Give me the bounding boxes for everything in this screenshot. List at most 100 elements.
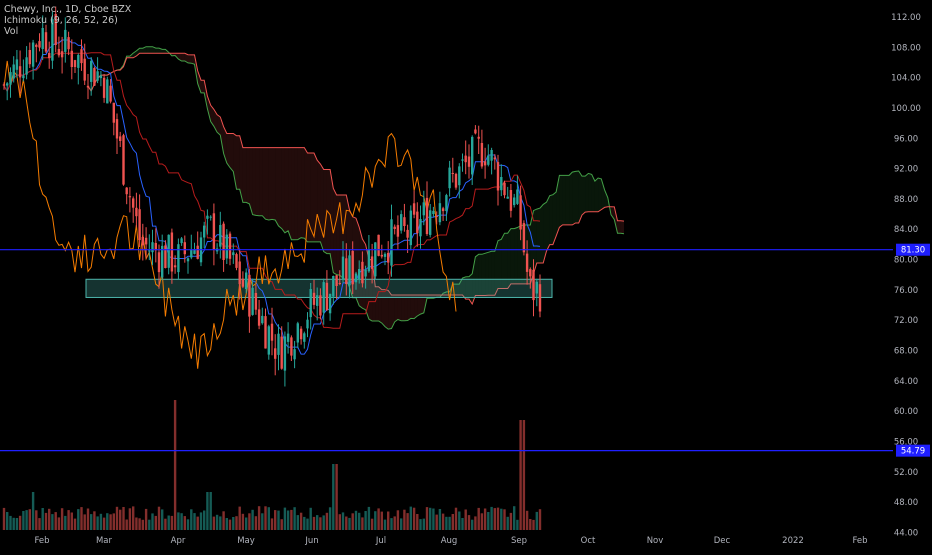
cloud-segment (381, 289, 385, 327)
candle-body (119, 136, 122, 141)
cloud-segment (510, 228, 515, 284)
price-tick-label: 64.00 (894, 377, 918, 387)
cloud-segment (604, 189, 608, 208)
cloud-segment (268, 147, 272, 220)
price-tick-label: 112.00 (891, 13, 921, 23)
cloud-segment (326, 169, 331, 254)
volume-bar (112, 513, 115, 530)
volume-bar (144, 508, 148, 530)
volume-bar (316, 515, 319, 530)
volume-bar (18, 515, 22, 530)
candle-body (31, 42, 35, 67)
cloud-segment (236, 135, 240, 190)
cloud-segment (475, 254, 479, 296)
volume-bar (477, 507, 480, 530)
volume-bar (206, 492, 209, 530)
cloud-segment (317, 160, 321, 242)
volume-bar (183, 516, 186, 530)
candle-body (86, 85, 90, 88)
cloud-segment (485, 252, 489, 296)
volume-bar (274, 510, 277, 530)
cloud-segment (417, 295, 421, 316)
candle-body (112, 102, 115, 123)
volume-bar (309, 507, 312, 530)
cloud-segment (184, 53, 188, 63)
candle-body (461, 159, 464, 161)
time-axis[interactable]: Feb Mar Apr May Jun Jul Aug Sep Oct Nov Dec 2022 Feb (34, 536, 867, 546)
cloud-segment (465, 276, 469, 300)
candle-body (448, 167, 451, 189)
candle-body (464, 155, 467, 163)
volume-bar (209, 492, 212, 530)
candle-body (354, 273, 358, 283)
volume-bar (390, 518, 393, 530)
candle-body (390, 219, 393, 266)
cloud-segment (333, 188, 337, 275)
volume-bar (6, 512, 9, 530)
cloud-segment (385, 289, 389, 330)
volume-bar (319, 517, 322, 530)
candle-body (319, 295, 322, 316)
volume-bar (422, 518, 425, 530)
volume-bar (361, 517, 364, 530)
volume-bar (109, 514, 112, 530)
volume-bar (132, 506, 135, 530)
volume-bar (99, 513, 103, 530)
candle-body (335, 275, 338, 286)
candle-body (328, 293, 332, 314)
candle-body (406, 229, 409, 238)
cloud-segment (394, 295, 398, 322)
candle-body (500, 177, 503, 191)
candle-body (60, 51, 64, 58)
candle-body (148, 250, 151, 252)
volume-bar (419, 519, 422, 530)
volume-bar (409, 506, 412, 530)
support-zone (85, 278, 553, 298)
volume-bar (299, 512, 303, 530)
cloud-segment (226, 133, 230, 168)
volume-bar (28, 509, 31, 530)
volume-bar (80, 507, 83, 530)
volume-bar (519, 420, 522, 530)
candle-body (483, 161, 487, 166)
volume-bar (241, 513, 245, 530)
cloud-segment (575, 171, 579, 223)
candle-body (286, 333, 290, 342)
candle-body (102, 77, 106, 98)
cloud-segment (359, 227, 363, 309)
horizontal-lines[interactable] (0, 249, 893, 452)
candle-body (435, 216, 438, 217)
cloud-segment (252, 147, 256, 216)
volume-bar (12, 517, 15, 530)
cloud-segment (501, 233, 505, 289)
cloud-segment (514, 227, 518, 284)
volume-bar (471, 519, 474, 530)
candle-body (109, 85, 112, 102)
cloud-segment (546, 195, 550, 252)
volume-bar (529, 519, 532, 530)
volume-bar (102, 517, 106, 530)
candle-body (18, 66, 22, 78)
volume-bar (487, 512, 490, 530)
volume-bar (41, 508, 44, 530)
volume-bar (509, 512, 513, 530)
cloud-segment (543, 202, 547, 263)
volume-bar (425, 507, 429, 530)
time-tick-label: Feb (852, 536, 867, 546)
candle-body (64, 29, 67, 52)
cloud-segment (278, 147, 282, 229)
volume-bar (328, 507, 332, 530)
volume-bar (44, 512, 48, 530)
cloud-segment (598, 178, 602, 212)
volume-bar (31, 492, 35, 530)
candle-body (57, 49, 61, 56)
price-tick-label: 56.00 (894, 438, 918, 448)
cloud-segment (223, 126, 227, 163)
volume-bar (9, 515, 12, 530)
volume-bar (345, 516, 348, 530)
volume-bar (490, 506, 493, 530)
cloud-segment (456, 284, 460, 295)
price-axis[interactable]: 112.00 108.00 104.00 100.00 96.00 92.00 88.00 8… (891, 13, 930, 538)
